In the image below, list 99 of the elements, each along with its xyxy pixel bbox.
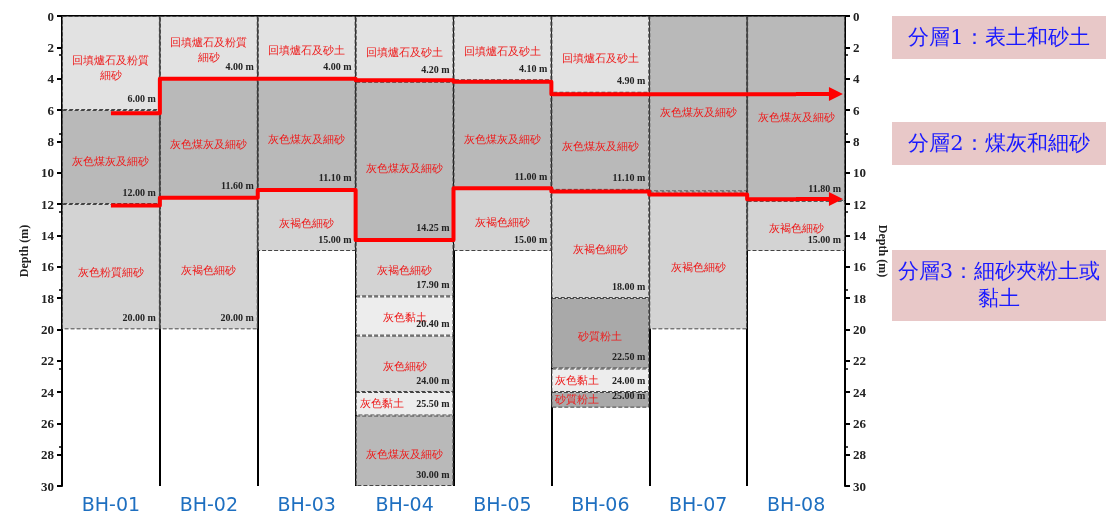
x-tick-label: BH-06 [571, 492, 630, 515]
y-tick-label: 12 [41, 196, 54, 212]
x-tick-label: BH-07 [669, 492, 728, 515]
x-tick-label: BH-03 [277, 492, 336, 515]
annotation: 11.10 m [318, 172, 353, 184]
annotation: 灰色煤灰及細砂 [463, 133, 541, 147]
x-tick-label: BH-01 [81, 492, 141, 515]
annotation: 14.25 m [416, 221, 451, 233]
annotation: 4.90 m [616, 75, 646, 87]
text: 分層1：表土和砂土 [892, 16, 1106, 60]
annotation: 灰褐色細砂 [181, 263, 237, 277]
annotation: 灰色黏土 [359, 397, 404, 411]
annotation: 灰色煤灰及細砂 [757, 111, 835, 125]
annotation: 4.00 m [323, 61, 353, 73]
x-tick-label: BH-05 [473, 492, 532, 515]
annotation: 灰色煤灰及細砂 [170, 137, 248, 151]
y2-tick-label: 10 [853, 165, 866, 181]
annotation: 20.00 m [122, 311, 157, 323]
annotation: 灰色煤灰及細砂 [366, 447, 444, 461]
annotation: 24.00 m [611, 374, 646, 386]
annotation: 灰褐色細砂 [670, 260, 726, 274]
annotation: 20.00 m [220, 311, 255, 323]
annotation: 回填爐石及砂土 [366, 45, 444, 59]
annotation: 18.00 m [611, 280, 646, 292]
y-axis-title: Depth (m) [17, 224, 32, 278]
annotation: 25.00 m [611, 390, 646, 402]
annotation: 灰色黏土 [555, 373, 600, 387]
y-tick-label: 6 [47, 102, 55, 118]
y-tick-label: 8 [47, 133, 55, 149]
annotation: 30.00 m [416, 468, 451, 480]
annotation: 砂質粉土 [577, 330, 623, 344]
y-tick-label: 14 [41, 227, 55, 243]
y-tick-label: 2 [47, 39, 54, 55]
annotation: 灰褐色細砂 [572, 242, 628, 256]
y-tick-label: 26 [41, 415, 55, 431]
y2-tick-label: 20 [853, 321, 866, 337]
y2-tick-label: 18 [853, 290, 867, 306]
annotation: 灰色煤灰及細砂 [72, 155, 150, 169]
y-tick-label: 4 [47, 71, 55, 87]
annotation: 24.00 m [416, 374, 451, 386]
annotation: 灰褐色細砂 [377, 264, 433, 278]
annotation: 15.00 m [514, 233, 549, 245]
y-tick-label: 10 [41, 165, 54, 181]
y2-tick-label: 6 [853, 102, 860, 118]
annotation: 4.10 m [519, 62, 549, 74]
annotation: 25.50 m [416, 398, 451, 409]
annotation: 15.00 m [318, 233, 353, 245]
annotation: 回填爐石及砂土 [463, 44, 541, 58]
annotation: 灰褐色細砂 [279, 217, 335, 231]
y2-tick-label: 30 [853, 478, 866, 494]
annotation: 15.00 m [807, 233, 842, 245]
y2-tick-label: 4 [853, 71, 860, 87]
annotation: 22.50 m [611, 351, 646, 362]
y2-tick-label: 26 [853, 415, 867, 431]
annotation: 灰色煤灰及細砂 [268, 133, 346, 147]
annotation: 11.80 m [808, 183, 842, 195]
y2-tick-label: 8 [853, 133, 860, 149]
y-tick-label: 16 [41, 259, 55, 275]
annotation: 灰褐色細砂 [768, 221, 824, 235]
y2-tick-label: 14 [853, 227, 867, 243]
annotation: 6.00 m [127, 92, 157, 104]
x-tick-label: BH-08 [766, 492, 826, 515]
text: 分層2：煤灰和細砂 [892, 122, 1106, 166]
annotation: 灰色煤灰及細砂 [366, 161, 444, 175]
y-tick-label: 22 [41, 353, 54, 369]
annotation: 砂質粉土 [554, 393, 600, 407]
y2-tick-label: 2 [853, 39, 860, 55]
annotation: 11.10 m [612, 172, 646, 184]
annotation: 20.40 m [416, 318, 451, 330]
y-tick-label: 28 [41, 447, 55, 463]
y2-tick-label: 16 [853, 259, 867, 275]
y-tick-label: 0 [47, 8, 54, 24]
y2-tick-label: 22 [853, 353, 866, 369]
annotation: 灰色粉質細砂 [77, 266, 144, 280]
y-tick-label: 30 [41, 478, 54, 494]
annotation: 回填爐石及砂土 [268, 43, 346, 57]
x-tick-label: BH-02 [179, 492, 238, 515]
annotation: 回填爐石及粉質細砂 [72, 53, 150, 82]
annotation: 17.90 m [416, 278, 451, 290]
annotation: 回填爐石及砂土 [561, 51, 639, 65]
y-tick-label: 24 [41, 384, 55, 400]
annotation: 11.60 m [220, 180, 255, 192]
annotation: 灰色煤灰及細砂 [561, 139, 639, 153]
annotation: 11.00 m [514, 170, 549, 182]
text: 分層3：細砂夾粉土或黏土 [892, 250, 1106, 321]
y2-axis-title: Depth (m) [875, 224, 890, 278]
annotation: 灰褐色細砂 [474, 216, 530, 230]
y2-tick-label: 0 [853, 8, 860, 24]
annotation: 灰色煤灰及細砂 [659, 106, 737, 120]
x-tick-label: BH-04 [375, 492, 434, 515]
annotation: 灰色細砂 [382, 360, 427, 374]
annotation: 4.20 m [421, 64, 451, 76]
y2-tick-label: 24 [853, 384, 867, 400]
annotation: 12.00 m [122, 186, 157, 198]
y-tick-label: 18 [41, 290, 55, 306]
y2-tick-label: 12 [853, 196, 866, 212]
y2-tick-label: 28 [853, 447, 867, 463]
annotation: 4.00 m [225, 61, 255, 73]
y-tick-label: 20 [41, 321, 54, 337]
